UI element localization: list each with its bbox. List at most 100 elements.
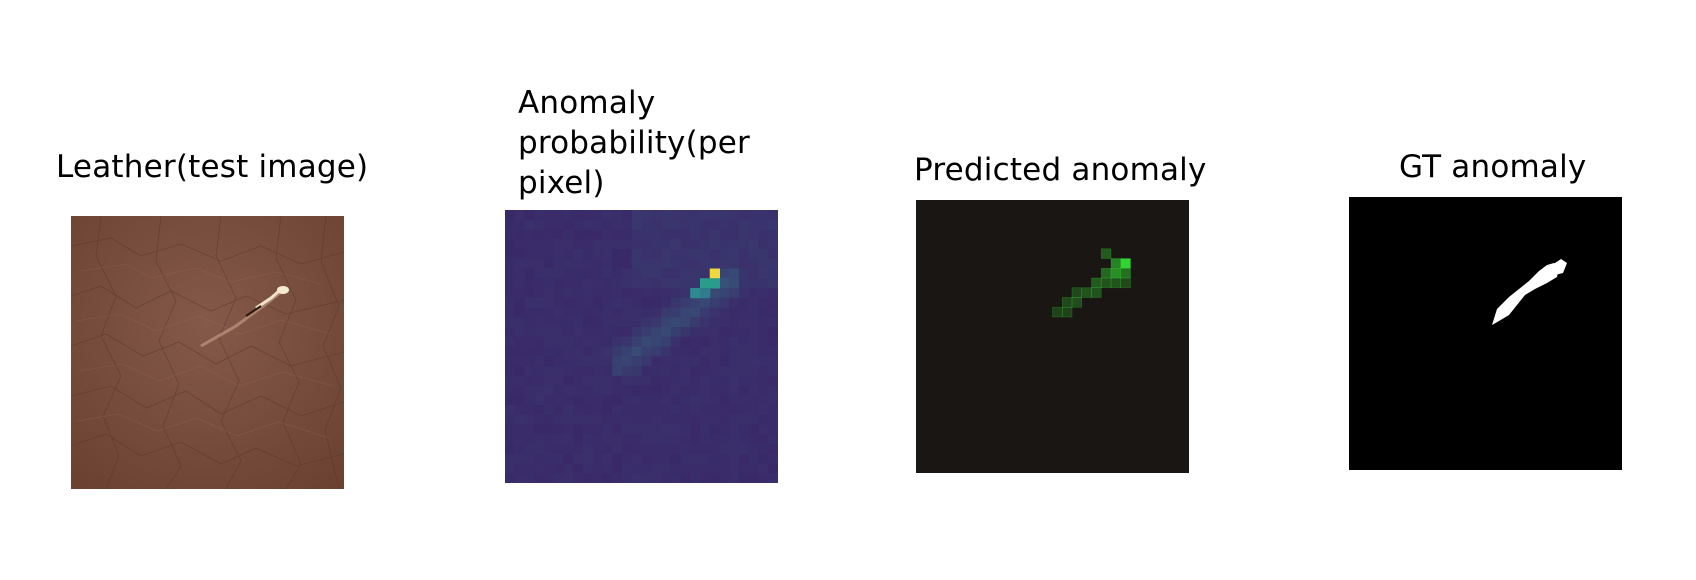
heatmap-cell bbox=[739, 239, 750, 250]
heatmap-cell bbox=[544, 444, 555, 455]
heatmap-cell bbox=[573, 239, 584, 250]
heatmap-cell bbox=[544, 288, 555, 299]
heatmap-cell bbox=[631, 317, 642, 328]
heatmap-cell bbox=[680, 453, 691, 464]
heatmap-cell bbox=[739, 414, 750, 425]
heatmap-cell bbox=[573, 258, 584, 269]
heatmap-cell bbox=[631, 414, 642, 425]
heatmap-cell bbox=[739, 249, 750, 260]
heatmap-cell bbox=[592, 317, 603, 328]
heatmap-cell bbox=[700, 317, 711, 328]
heatmap-cell bbox=[602, 327, 613, 338]
heatmap-cell bbox=[719, 210, 730, 221]
heatmap-cell bbox=[592, 297, 603, 308]
heatmap-cell bbox=[563, 278, 574, 289]
heatmap-cell bbox=[768, 414, 778, 425]
heatmap-cell bbox=[748, 239, 759, 250]
heatmap-cell bbox=[641, 219, 652, 230]
heatmap-cell bbox=[758, 414, 769, 425]
heatmap-cell bbox=[505, 239, 516, 250]
heatmap-cell bbox=[524, 210, 535, 221]
heatmap-cell bbox=[563, 424, 574, 435]
heatmap-cell bbox=[602, 219, 613, 230]
heatmap-cell bbox=[592, 405, 603, 416]
heatmap-cell bbox=[729, 219, 740, 230]
heatmap-cell bbox=[651, 239, 662, 250]
heatmap-cell bbox=[612, 424, 623, 435]
heatmap-cell bbox=[505, 288, 516, 299]
predicted-cell bbox=[1091, 287, 1102, 298]
heatmap-cell bbox=[544, 297, 555, 308]
heatmap-cell bbox=[758, 317, 769, 328]
heatmap-cell bbox=[729, 288, 740, 299]
heatmap-cell bbox=[612, 463, 623, 474]
heatmap-cell bbox=[700, 346, 711, 357]
heatmap-cell bbox=[651, 288, 662, 299]
heatmap-cell bbox=[583, 317, 594, 328]
heatmap-cell bbox=[719, 278, 730, 289]
heatmap-cell bbox=[739, 258, 750, 269]
heatmap-cell bbox=[739, 278, 750, 289]
heatmap-cell bbox=[524, 463, 535, 474]
leather-image bbox=[71, 216, 344, 489]
heatmap-cell bbox=[758, 444, 769, 455]
heatmap-cell bbox=[748, 463, 759, 474]
heatmap-cell bbox=[768, 405, 778, 416]
heatmap-cell bbox=[768, 375, 778, 386]
heatmap-cell bbox=[690, 297, 701, 308]
heatmap-cell bbox=[505, 219, 516, 230]
heatmap-cell bbox=[641, 336, 652, 347]
heatmap-cell bbox=[553, 278, 564, 289]
heatmap-cell bbox=[612, 210, 623, 221]
heatmap-cell bbox=[690, 356, 701, 367]
heatmap-cell bbox=[729, 375, 740, 386]
heatmap-cell bbox=[583, 366, 594, 377]
heatmap-cell bbox=[622, 268, 633, 279]
heatmap-cell bbox=[719, 336, 730, 347]
heatmap-cell bbox=[739, 434, 750, 445]
heatmap-cell bbox=[583, 356, 594, 367]
heatmap-cell bbox=[524, 434, 535, 445]
heatmap-cell bbox=[670, 219, 681, 230]
heatmap-cell bbox=[505, 297, 516, 308]
heatmap-cell bbox=[544, 385, 555, 396]
heatmap-cell bbox=[524, 317, 535, 328]
heatmap-cell bbox=[524, 297, 535, 308]
heatmap-cell bbox=[563, 210, 574, 221]
heatmap-cell bbox=[700, 219, 711, 230]
heatmap-cell bbox=[729, 405, 740, 416]
heatmap-cell bbox=[583, 424, 594, 435]
heatmap-cell bbox=[748, 356, 759, 367]
heatmap-cell bbox=[553, 405, 564, 416]
heatmap-cell bbox=[553, 444, 564, 455]
heatmap-cell bbox=[573, 463, 584, 474]
heatmap-cell bbox=[700, 268, 711, 279]
heatmap-cell bbox=[719, 356, 730, 367]
heatmap-cell bbox=[573, 405, 584, 416]
heatmap-cell bbox=[592, 366, 603, 377]
heatmap-cell bbox=[514, 307, 525, 318]
heatmap-cell bbox=[602, 229, 613, 240]
heatmap-cell bbox=[583, 385, 594, 396]
heatmap-cell bbox=[758, 385, 769, 396]
heatmap-cell bbox=[583, 229, 594, 240]
heatmap-cell bbox=[670, 229, 681, 240]
heatmap-cell bbox=[748, 278, 759, 289]
heatmap-cell bbox=[544, 317, 555, 328]
heatmap-cell bbox=[622, 385, 633, 396]
heatmap-cell bbox=[592, 346, 603, 357]
heatmap-cell bbox=[729, 307, 740, 318]
heatmap-cell bbox=[612, 346, 623, 357]
heatmap-cell bbox=[553, 268, 564, 279]
heatmap-cell bbox=[768, 395, 778, 406]
heatmap-cell bbox=[748, 366, 759, 377]
heatmap-cell bbox=[719, 453, 730, 464]
heatmap-cell bbox=[719, 288, 730, 299]
heatmap-cell bbox=[700, 239, 711, 250]
heatmap-cell bbox=[622, 327, 633, 338]
heatmap-cell bbox=[602, 356, 613, 367]
heatmap-cell bbox=[690, 278, 701, 289]
heatmap-cell bbox=[748, 444, 759, 455]
heatmap-cell bbox=[700, 258, 711, 269]
heatmap-cell bbox=[680, 249, 691, 260]
